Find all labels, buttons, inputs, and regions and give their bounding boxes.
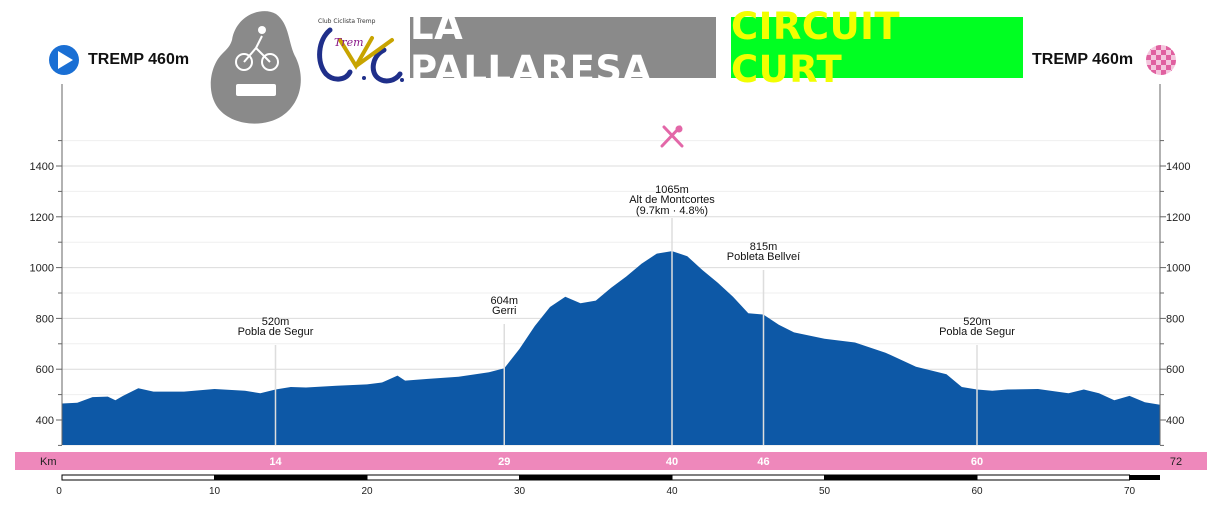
logo-rider-head bbox=[258, 26, 266, 34]
check-cell bbox=[1156, 45, 1161, 50]
km-band-tick-label: 40 bbox=[666, 456, 678, 468]
km-band-tick-label: 29 bbox=[498, 456, 510, 468]
club-logo-dot bbox=[400, 78, 404, 82]
route-subtitle: CIRCUIT CURT bbox=[731, 5, 1023, 91]
club-logo-dot bbox=[362, 76, 366, 80]
y-axes: 400 400 600 600 800 800 1000 1000 1200 1200 1400 14… bbox=[30, 84, 1190, 446]
logo-badge bbox=[236, 84, 276, 96]
logo-wheel-front bbox=[261, 53, 279, 71]
scale-segment bbox=[61, 474, 215, 481]
check-cell bbox=[1161, 70, 1166, 75]
finish-checkered-icon bbox=[1146, 45, 1176, 75]
check-cell bbox=[1156, 65, 1161, 70]
y-tick-label-left: 600 bbox=[36, 364, 54, 376]
check-cell bbox=[1166, 65, 1171, 70]
km-band-tick-label: 60 bbox=[971, 456, 983, 468]
waypoint-elevation-label: 1065m bbox=[655, 184, 689, 196]
y-tick-label-left: 1000 bbox=[30, 263, 54, 275]
check-cell bbox=[1171, 70, 1176, 75]
route-title: LA PALLARESA bbox=[410, 5, 716, 91]
y-tick-label-left: 800 bbox=[36, 313, 54, 325]
check-cell bbox=[1146, 65, 1151, 70]
check-cell bbox=[1151, 50, 1156, 55]
waypoint-elevation-label: 604m bbox=[490, 295, 518, 307]
km-band-label: Km bbox=[40, 456, 57, 468]
x-tick-label: 30 bbox=[514, 486, 526, 497]
km-band-tick-label: 14 bbox=[269, 456, 282, 468]
club-logo-text: Club Ciclista Tremp bbox=[318, 18, 376, 25]
y-tick-label-right: 1400 bbox=[1166, 161, 1190, 173]
elevation-profile-area bbox=[62, 251, 1160, 445]
y-tick-label-right: 1000 bbox=[1166, 263, 1190, 275]
km-band-bar bbox=[15, 452, 1207, 470]
scale-segment bbox=[976, 474, 1130, 481]
waypoint-elevation-label: 520m bbox=[963, 316, 991, 328]
check-cell bbox=[1171, 60, 1176, 65]
y-tick-label-right: 400 bbox=[1166, 415, 1184, 427]
waypoint-name-label: Pobleta Bellveí bbox=[727, 251, 800, 263]
club-logo-script: Trem bbox=[334, 36, 364, 49]
check-cell bbox=[1151, 70, 1156, 75]
x-tick-label: 40 bbox=[666, 486, 678, 497]
club-logo-c1 bbox=[317, 27, 353, 82]
finish-label: TREMP 460m bbox=[1032, 51, 1134, 68]
check-cell bbox=[1146, 55, 1151, 60]
km-band-tick-label: 72 bbox=[1170, 456, 1182, 468]
y-tick-label-left: 1200 bbox=[30, 212, 54, 224]
club-ciclista-logo-icon: Trem bbox=[317, 27, 404, 84]
fork-head bbox=[675, 125, 683, 133]
x-tick-label: 50 bbox=[819, 486, 831, 497]
mtb-rider-logo-icon bbox=[210, 11, 301, 124]
waypoint-elevation-label: 815m bbox=[750, 241, 778, 253]
y-tick-label-left: 400 bbox=[36, 415, 54, 427]
x-tick-label: 60 bbox=[971, 486, 983, 497]
check-cell bbox=[1166, 45, 1171, 50]
check-cell bbox=[1171, 50, 1176, 55]
check-cell bbox=[1156, 55, 1161, 60]
y-tick-label-left: 1400 bbox=[30, 161, 54, 173]
check-cell bbox=[1161, 60, 1166, 65]
x-tick-label: 10 bbox=[209, 486, 221, 497]
waypoint-name-label: Alt de Montcortes bbox=[629, 194, 715, 206]
distance-scale-bar: 0 10 20 30 40 50 60 70 bbox=[56, 474, 1160, 497]
logo-blob bbox=[210, 11, 301, 124]
y-tick-label-right: 600 bbox=[1166, 364, 1184, 376]
waypoint-name-label: Pobla de Segur bbox=[939, 326, 1015, 338]
check-cell bbox=[1161, 50, 1166, 55]
fork-shape bbox=[662, 125, 684, 148]
y-tick-label-right: 800 bbox=[1166, 313, 1184, 325]
club-logo-c2 bbox=[370, 47, 403, 84]
logo-frame bbox=[243, 35, 271, 63]
scale-segment bbox=[824, 474, 978, 481]
km-band-tick-label: 46 bbox=[757, 456, 769, 468]
x-tick-label: 0 bbox=[56, 486, 62, 497]
scale-segment bbox=[671, 474, 825, 481]
start-label: TREMP 460m bbox=[88, 51, 190, 68]
km-band: Km 14 29 40 46 60 72 bbox=[15, 452, 1207, 470]
check-cell bbox=[1146, 45, 1151, 50]
waypoint-detail-label: (9.7km · 4.8%) bbox=[636, 205, 708, 217]
scale-segment bbox=[366, 474, 520, 481]
waypoint-name-label: Pobla de Segur bbox=[238, 326, 314, 338]
y-tick-label-right: 1200 bbox=[1166, 212, 1190, 224]
scale-segment bbox=[214, 474, 368, 481]
x-tick-label: 70 bbox=[1124, 486, 1136, 497]
waypoint-name-label: Gerri bbox=[492, 305, 516, 317]
scale-segment bbox=[519, 474, 673, 481]
check-cell bbox=[1151, 60, 1156, 65]
fork-knife-icon bbox=[660, 125, 684, 148]
waypoint-elevation-label: 520m bbox=[262, 316, 290, 328]
x-tick-label: 20 bbox=[361, 486, 373, 497]
scale-segment bbox=[1129, 475, 1160, 480]
check-cell bbox=[1166, 55, 1171, 60]
logo-wheel-back bbox=[235, 53, 253, 71]
club-logo-yellow bbox=[338, 36, 394, 70]
start-play-triangle bbox=[58, 51, 73, 69]
